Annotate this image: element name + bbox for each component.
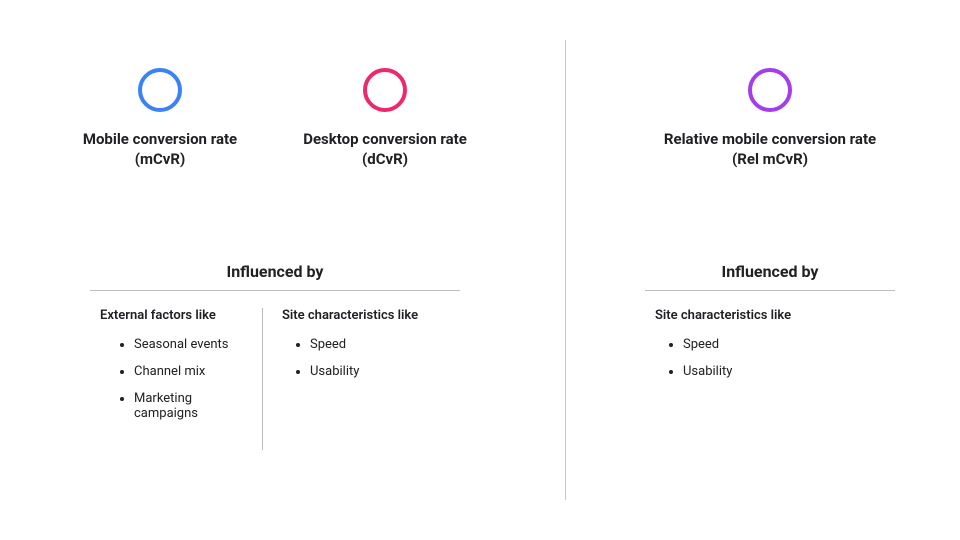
list-item: Marketing campaigns xyxy=(134,391,250,421)
metric-mobile-title: Mobile conversion rate (mCvR) xyxy=(60,130,260,169)
sub-divider xyxy=(262,308,263,450)
left-section-hrule xyxy=(90,290,460,291)
circle-icon xyxy=(748,68,792,112)
diagram-canvas: Mobile conversion rate (mCvR) Desktop co… xyxy=(0,0,960,540)
text: Desktop conversion rate xyxy=(303,130,467,148)
text: Mobile conversion rate xyxy=(83,130,237,148)
bullet-list: Seasonal events Channel mix Marketing camp… xyxy=(100,337,250,421)
list-item: Usability xyxy=(683,364,855,379)
left-section-heading: Influenced by xyxy=(90,262,460,281)
text: Relative mobile conversion rate xyxy=(664,130,876,148)
subheading: Site characteristics like xyxy=(282,308,452,323)
metric-mobile: Mobile conversion rate (mCvR) xyxy=(60,68,260,169)
metric-desktop-title: Desktop conversion rate (dCvR) xyxy=(280,130,490,169)
list-item: Usability xyxy=(310,364,452,379)
bullet-list: Speed Usability xyxy=(282,337,452,379)
right-section-hrule xyxy=(645,290,895,291)
list-item: Speed xyxy=(683,337,855,352)
circle-icon xyxy=(138,68,182,112)
text: (dCvR) xyxy=(362,150,408,168)
main-divider xyxy=(565,40,566,500)
left-col-external: External factors like Seasonal events Cha… xyxy=(100,308,250,433)
text: (mCvR) xyxy=(135,150,186,168)
list-item: Channel mix xyxy=(134,364,250,379)
circle-icon xyxy=(363,68,407,112)
list-item: Speed xyxy=(310,337,452,352)
metric-relative: Relative mobile conversion rate (Rel mCv… xyxy=(625,68,915,169)
subheading: External factors like xyxy=(100,308,250,323)
right-col-site: Site characteristics like Speed Usability xyxy=(655,308,855,391)
bullet-list: Speed Usability xyxy=(655,337,855,379)
list-item: Seasonal events xyxy=(134,337,250,352)
metric-relative-title: Relative mobile conversion rate (Rel mCv… xyxy=(625,130,915,169)
right-section-heading: Influenced by xyxy=(645,262,895,281)
metric-desktop: Desktop conversion rate (dCvR) xyxy=(280,68,490,169)
subheading: Site characteristics like xyxy=(655,308,855,323)
text: (Rel mCvR) xyxy=(732,150,808,168)
left-col-site: Site characteristics like Speed Usability xyxy=(282,308,452,391)
